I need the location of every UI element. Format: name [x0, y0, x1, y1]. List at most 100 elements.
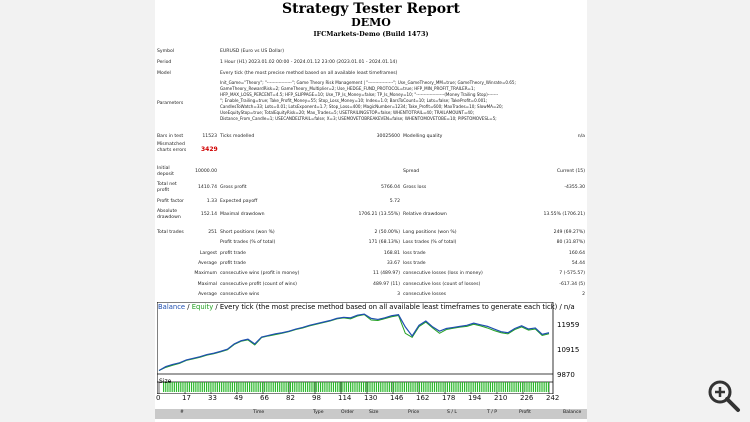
trades-label: Total trades	[157, 230, 184, 235]
size-bar	[255, 382, 257, 392]
x-tick-label: 226	[520, 394, 534, 402]
size-bar	[356, 382, 358, 392]
x-tick-label: 162	[416, 394, 430, 402]
long-label: Long positions (won %)	[403, 230, 457, 235]
size-bar	[227, 382, 229, 392]
chart-legend: Balance / Equity / Every tick (the most …	[158, 303, 575, 311]
acl-value: 2	[582, 292, 585, 297]
quality-value: n/a	[577, 134, 585, 139]
size-bar	[266, 382, 268, 392]
size-bar	[511, 382, 513, 392]
size-bar	[165, 382, 167, 392]
short-value: 2 (50.00%)	[374, 230, 400, 235]
mcp-value: 489.97 (11)	[373, 282, 400, 287]
largest-label: Largest	[199, 251, 217, 256]
zoom-in-icon[interactable]	[706, 378, 742, 414]
average-label: Average	[198, 261, 217, 266]
size-bar	[193, 382, 195, 392]
size-bar	[171, 382, 173, 392]
size-bar	[229, 382, 231, 392]
col-time: Time	[253, 410, 265, 415]
size-bar	[416, 382, 418, 392]
bars-label: Bars in test	[157, 134, 184, 139]
size-bar	[281, 382, 283, 392]
size-bar	[218, 382, 221, 392]
size-bar	[276, 382, 279, 392]
maxdd-label: Maximal drawdown	[220, 212, 265, 217]
size-bar	[378, 382, 380, 392]
spread-value: Current (15)	[556, 169, 585, 174]
size-bar	[214, 382, 216, 392]
size-bar	[362, 382, 365, 392]
x-tick-label: 146	[390, 394, 404, 402]
size-bar	[313, 382, 315, 392]
size-bar	[369, 382, 371, 392]
y-tick-label: 11959	[557, 321, 580, 329]
size-bar	[300, 382, 302, 392]
model-value: Every tick (the most precise method base…	[220, 71, 398, 76]
long-value: 249 (69.27%)	[553, 230, 585, 235]
size-bar	[543, 382, 545, 392]
size-bar	[367, 382, 369, 392]
size-bar	[440, 382, 442, 392]
lt-label: Loss trades (% of total)	[403, 240, 457, 245]
size-bar	[547, 382, 550, 392]
size-bar	[433, 382, 436, 392]
acl-label: consecutive losses	[403, 292, 447, 297]
pt-label: Profit trades (% of total)	[220, 240, 276, 245]
x-tick-label: 82	[286, 394, 295, 402]
size-bar	[399, 382, 401, 392]
spread-label: Spread	[403, 169, 420, 174]
ep-value: 5.72	[389, 199, 400, 204]
size-bar	[272, 382, 274, 392]
size-bar	[195, 382, 197, 392]
size-bar	[425, 382, 427, 392]
report-subtitle: DEMO	[351, 16, 391, 29]
size-bar	[500, 382, 502, 392]
size-bar	[279, 382, 281, 392]
mcloss-label: consecutive loss (count of losses)	[403, 282, 481, 287]
lpt-label: profit trade	[220, 251, 246, 256]
size-bar	[173, 382, 175, 392]
quality-label: Modelling quality	[403, 134, 443, 139]
apt-label: profit trade	[220, 261, 246, 266]
netprofit-value: 1410.74	[198, 185, 217, 190]
param-line: HFP_MAX_LOSS_PERCENT=4.5; HFP_SLIPPAGE=1…	[220, 92, 499, 97]
size-bar	[190, 382, 193, 392]
size-bar	[509, 382, 511, 392]
reldd-label: Relative drawdown	[403, 212, 447, 217]
col-profit: Profit	[519, 410, 531, 415]
legend-equity: Equity	[191, 303, 214, 311]
parameters-label: Parameters	[157, 101, 184, 106]
size-bar	[188, 382, 190, 392]
size-bar	[408, 382, 410, 392]
llt-value: 160.64	[568, 251, 585, 256]
size-bar	[401, 382, 403, 392]
average2-label: Average	[198, 292, 217, 297]
size-bar	[246, 382, 249, 392]
size-bar	[444, 382, 446, 392]
size-bar	[474, 382, 476, 392]
size-bar	[395, 382, 397, 392]
symbol-value: EURUSD (Euro vs US Dollar)	[220, 49, 285, 54]
x-tick-label: 210	[494, 394, 508, 402]
report-title: Strategy Tester Report	[282, 1, 460, 17]
maximal-label: Maximal	[197, 282, 217, 287]
grossloss-label: Gross loss	[403, 185, 427, 190]
size-bar	[225, 382, 227, 392]
lpt-value: 168.81	[383, 251, 400, 256]
size-bar	[184, 382, 186, 392]
size-bar	[466, 382, 468, 392]
size-bar	[528, 382, 530, 392]
size-bar	[322, 382, 324, 392]
size-bar	[249, 382, 251, 392]
size-bar	[210, 382, 212, 392]
size-bar	[180, 382, 182, 392]
col-tp: T / P	[487, 410, 498, 415]
size-bar	[354, 382, 356, 392]
size-bar	[455, 382, 457, 392]
size-bar	[242, 382, 244, 392]
size-bar	[380, 382, 382, 392]
size-bar	[519, 382, 522, 392]
size-bar	[169, 382, 171, 392]
